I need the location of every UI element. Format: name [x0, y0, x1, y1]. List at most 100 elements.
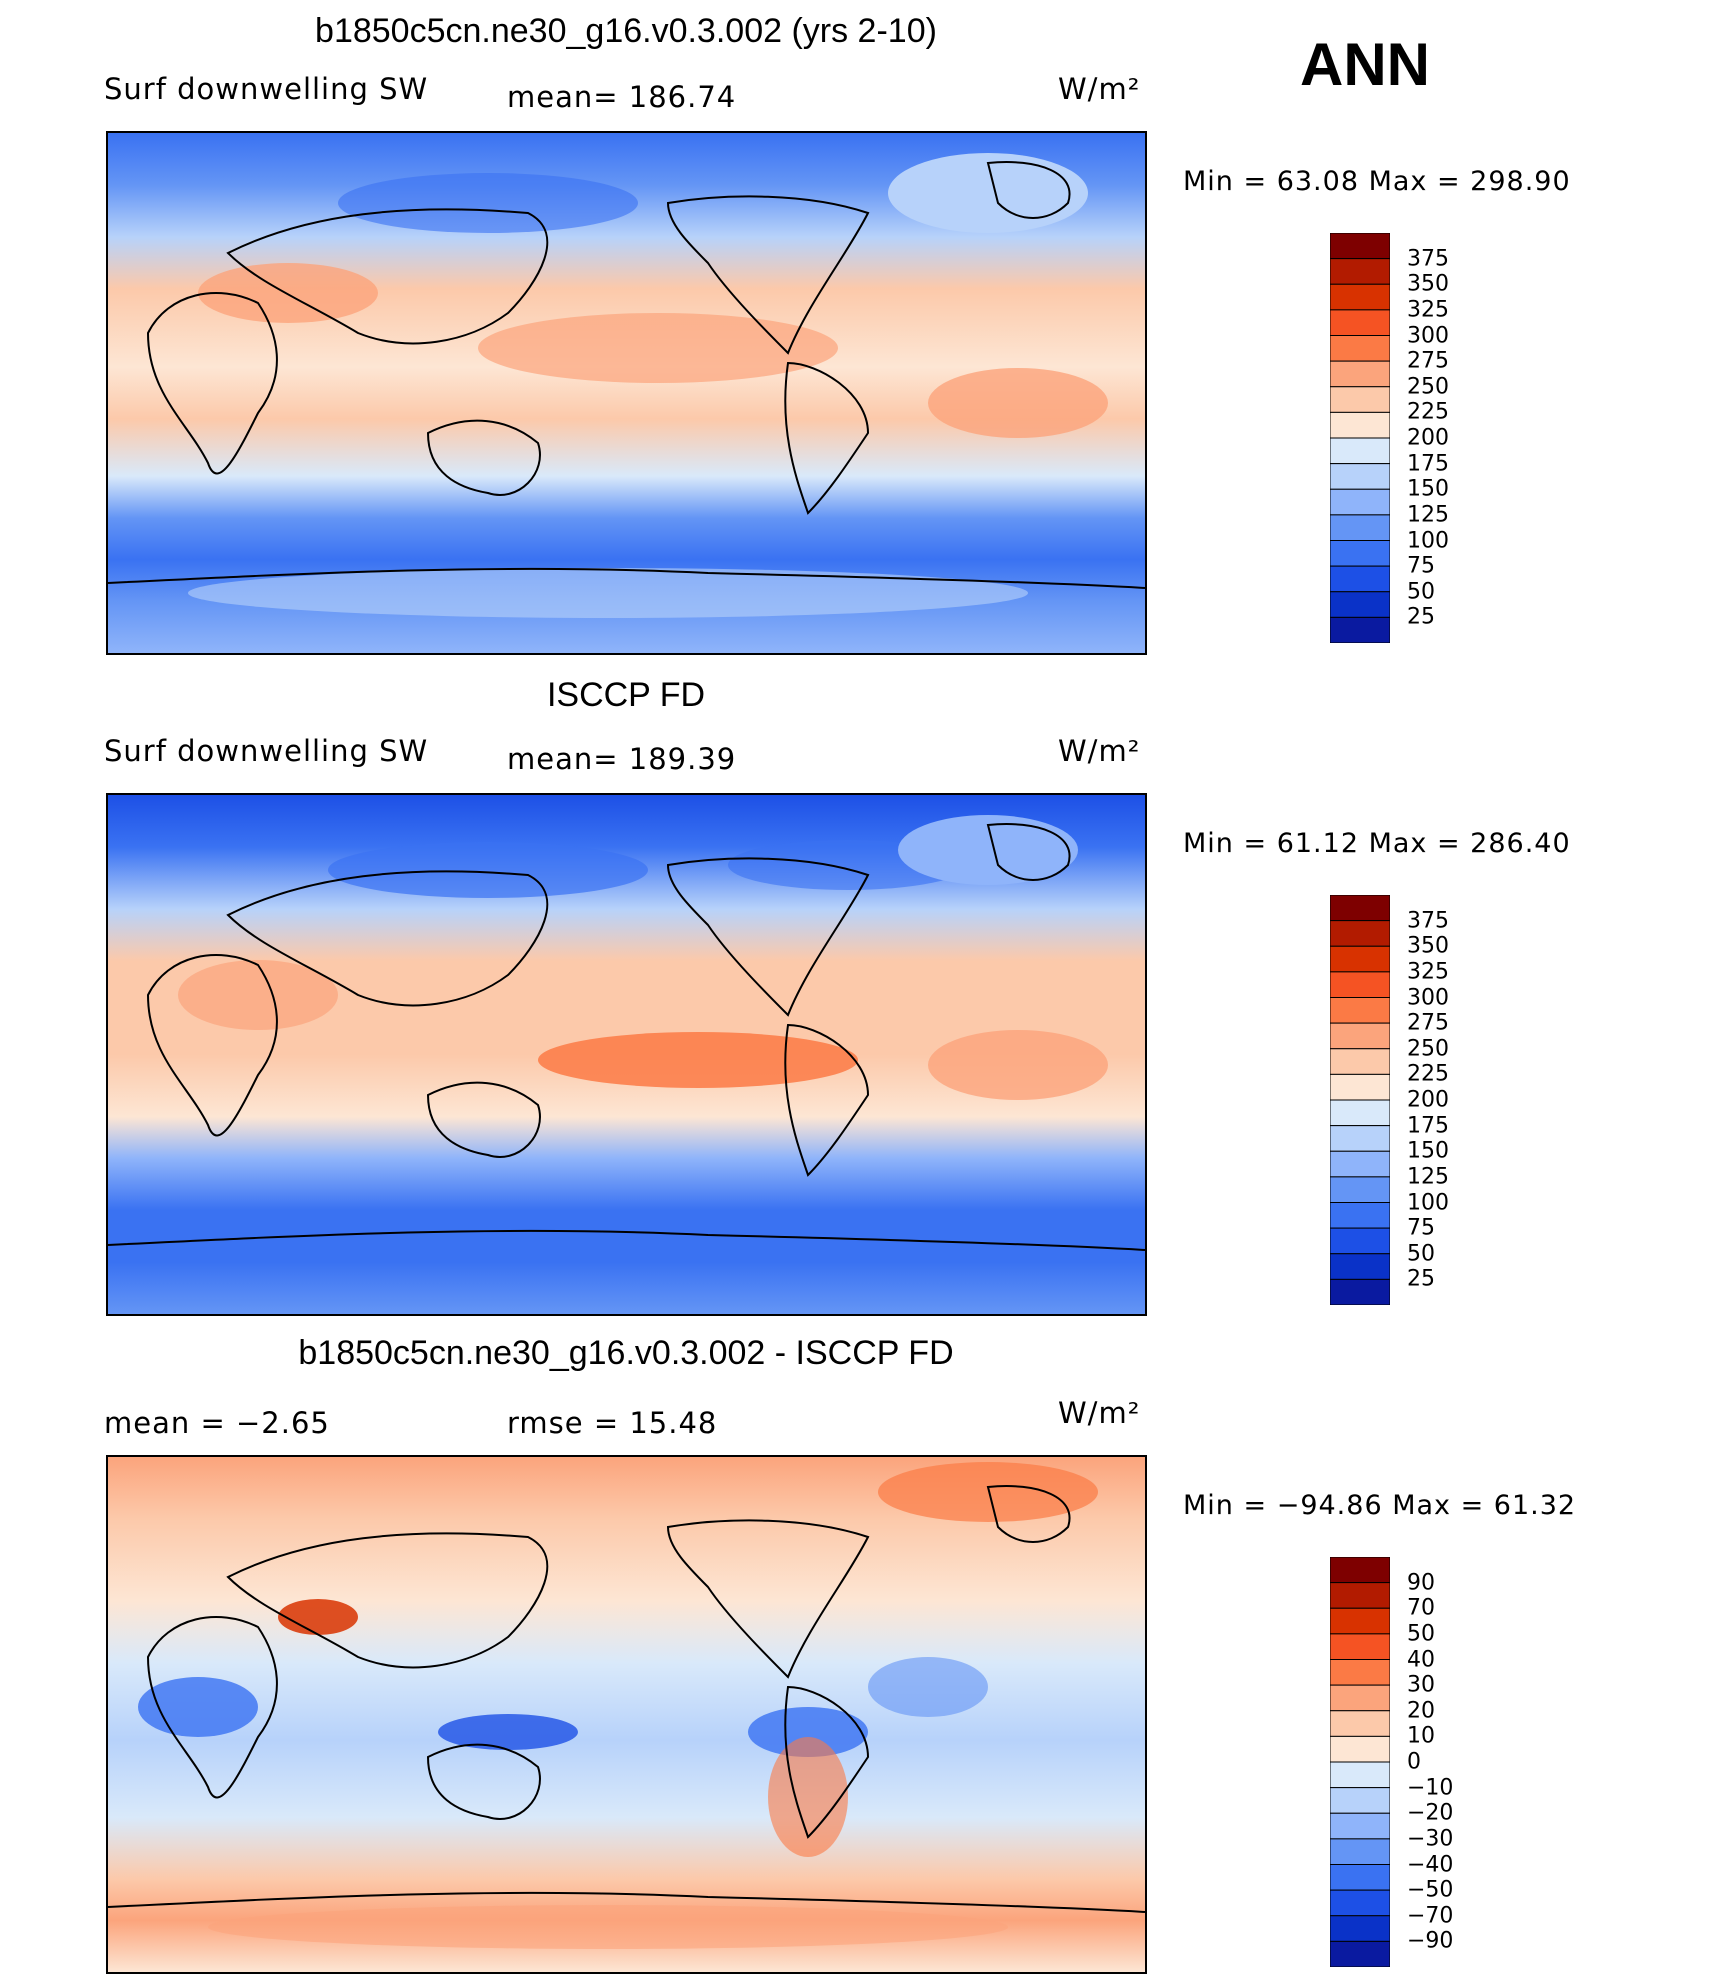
panel-3-title: b1850c5cn.ne30_g16.v0.3.002 - ISCCP FD	[298, 1334, 954, 1372]
colorbar-swatch	[1329, 1099, 1391, 1127]
colorbar-tick-label: 50	[1407, 1621, 1435, 1647]
colorbar-swatch	[1329, 1787, 1391, 1814]
colorbar-swatch	[1329, 1048, 1391, 1075]
colorbar-swatch	[1329, 1659, 1391, 1686]
colorbar-tick-label: 200	[1407, 425, 1449, 451]
colorbar-swatch	[1329, 894, 1391, 922]
colorbar-swatch	[1329, 1125, 1391, 1152]
colorbar-tick-label: 225	[1407, 1061, 1449, 1087]
colorbar-tick-label: 325	[1407, 959, 1449, 985]
season-label: ANN	[1300, 31, 1430, 98]
colorbar-tick-label: 70	[1407, 1595, 1435, 1621]
colorbar-tick-label: 25	[1407, 604, 1435, 630]
panel-3-colorbar	[1329, 1556, 1391, 1968]
colorbar-swatch	[1329, 335, 1391, 362]
colorbar-tick-label: 25	[1407, 1266, 1435, 1292]
colorbar-swatch	[1329, 1889, 1391, 1917]
colorbar-tick-label: −70	[1407, 1903, 1454, 1929]
colorbar-swatch	[1329, 488, 1391, 516]
panel-1-map-field	[108, 133, 1145, 653]
panel-1-units: W/m²	[1058, 72, 1141, 106]
colorbar-tick-label: 125	[1407, 502, 1449, 528]
panel-2-map	[106, 793, 1147, 1316]
panel-3-rmse-label: rmse = 15.48	[507, 1406, 718, 1440]
colorbar-swatch	[1329, 1812, 1391, 1840]
colorbar-swatch	[1329, 1073, 1391, 1101]
colorbar-swatch	[1329, 945, 1391, 973]
colorbar-swatch	[1329, 565, 1391, 593]
colorbar-tick-label: 375	[1407, 246, 1449, 272]
panel-2-colorbar-swatches	[1329, 894, 1391, 1306]
panel-3-minmax: Min = −94.86 Max = 61.32	[1183, 1490, 1577, 1521]
colorbar-swatch	[1329, 514, 1391, 542]
colorbar-swatch	[1329, 1150, 1391, 1178]
panel-1-mean-label: mean= 186.74	[507, 80, 737, 114]
colorbar-tick-label: 375	[1407, 908, 1449, 934]
colorbar-swatch	[1329, 1940, 1391, 1968]
panel-1-colorbar-swatches	[1329, 232, 1391, 644]
panel-3-mean-label: mean = −2.65	[104, 1406, 330, 1440]
colorbar-swatch	[1329, 1607, 1391, 1635]
colorbar-tick-label: 50	[1407, 579, 1435, 605]
colorbar-swatch	[1329, 463, 1391, 490]
colorbar-swatch	[1329, 591, 1391, 618]
panel-2-title: ISCCP FD	[546, 676, 706, 714]
colorbar-swatch	[1329, 1633, 1391, 1661]
colorbar-tick-label: 175	[1407, 451, 1449, 477]
colorbar-tick-label: 225	[1407, 399, 1449, 425]
panel-2-units: W/m²	[1058, 734, 1141, 768]
panel-2-colorbar	[1329, 894, 1391, 1306]
colorbar-tick-label: 250	[1407, 374, 1449, 400]
colorbar-swatch	[1329, 1582, 1391, 1609]
colorbar-tick-label: 325	[1407, 297, 1449, 323]
colorbar-tick-label: −10	[1407, 1775, 1454, 1801]
colorbar-tick-label: 150	[1407, 476, 1449, 502]
colorbar-swatch	[1329, 360, 1391, 388]
colorbar-tick-label: 250	[1407, 1036, 1449, 1062]
colorbar-tick-label: −30	[1407, 1826, 1454, 1852]
colorbar-swatch	[1329, 971, 1391, 999]
colorbar-swatch	[1329, 1915, 1391, 1942]
colorbar-swatch	[1329, 1278, 1391, 1306]
panel-3-map	[106, 1455, 1147, 1974]
colorbar-swatch	[1329, 386, 1391, 413]
colorbar-tick-label: 100	[1407, 528, 1449, 553]
colorbar-swatch	[1329, 1253, 1391, 1280]
colorbar-tick-label: 0	[1407, 1749, 1421, 1775]
colorbar-tick-label: 30	[1407, 1672, 1435, 1698]
colorbar-tick-label: 175	[1407, 1113, 1449, 1139]
colorbar-swatch	[1329, 1556, 1391, 1584]
panel-2-map-field	[108, 795, 1145, 1314]
colorbar-swatch	[1329, 309, 1391, 337]
colorbar-swatch	[1329, 1735, 1391, 1763]
colorbar-swatch	[1329, 1022, 1391, 1050]
colorbar-swatch	[1329, 437, 1391, 465]
colorbar-tick-label: 150	[1407, 1138, 1449, 1164]
panel-3-map-field	[108, 1457, 1145, 1972]
colorbar-tick-label: 75	[1407, 1215, 1435, 1241]
colorbar-tick-label: 300	[1407, 985, 1449, 1010]
panel-2-mean-label: mean= 189.39	[507, 742, 737, 776]
colorbar-swatch	[1329, 232, 1391, 260]
colorbar-tick-label: 20	[1407, 1698, 1435, 1724]
panel-1-title: b1850c5cn.ne30_g16.v0.3.002 (yrs 2-10)	[315, 12, 937, 50]
colorbar-swatch	[1329, 258, 1391, 285]
colorbar-swatch	[1329, 1176, 1391, 1204]
colorbar-tick-label: 10	[1407, 1723, 1435, 1749]
colorbar-tick-label: 50	[1407, 1241, 1435, 1267]
colorbar-tick-label: 300	[1407, 323, 1449, 348]
colorbar-swatch	[1329, 1761, 1391, 1789]
colorbar-tick-label: 350	[1407, 933, 1449, 959]
colorbar-tick-label: −40	[1407, 1852, 1454, 1877]
colorbar-tick-label: 350	[1407, 271, 1449, 297]
panel-2-minmax: Min = 61.12 Max = 286.40	[1183, 828, 1571, 859]
colorbar-swatch	[1329, 411, 1391, 439]
panel-3-colorbar-swatches	[1329, 1556, 1391, 1968]
colorbar-tick-label: −90	[1407, 1928, 1454, 1954]
colorbar-swatch	[1329, 920, 1391, 947]
colorbar-swatch	[1329, 1864, 1391, 1891]
colorbar-swatch	[1329, 540, 1391, 567]
colorbar-swatch	[1329, 1202, 1391, 1229]
colorbar-tick-label: 125	[1407, 1164, 1449, 1190]
colorbar-tick-label: 200	[1407, 1087, 1449, 1113]
